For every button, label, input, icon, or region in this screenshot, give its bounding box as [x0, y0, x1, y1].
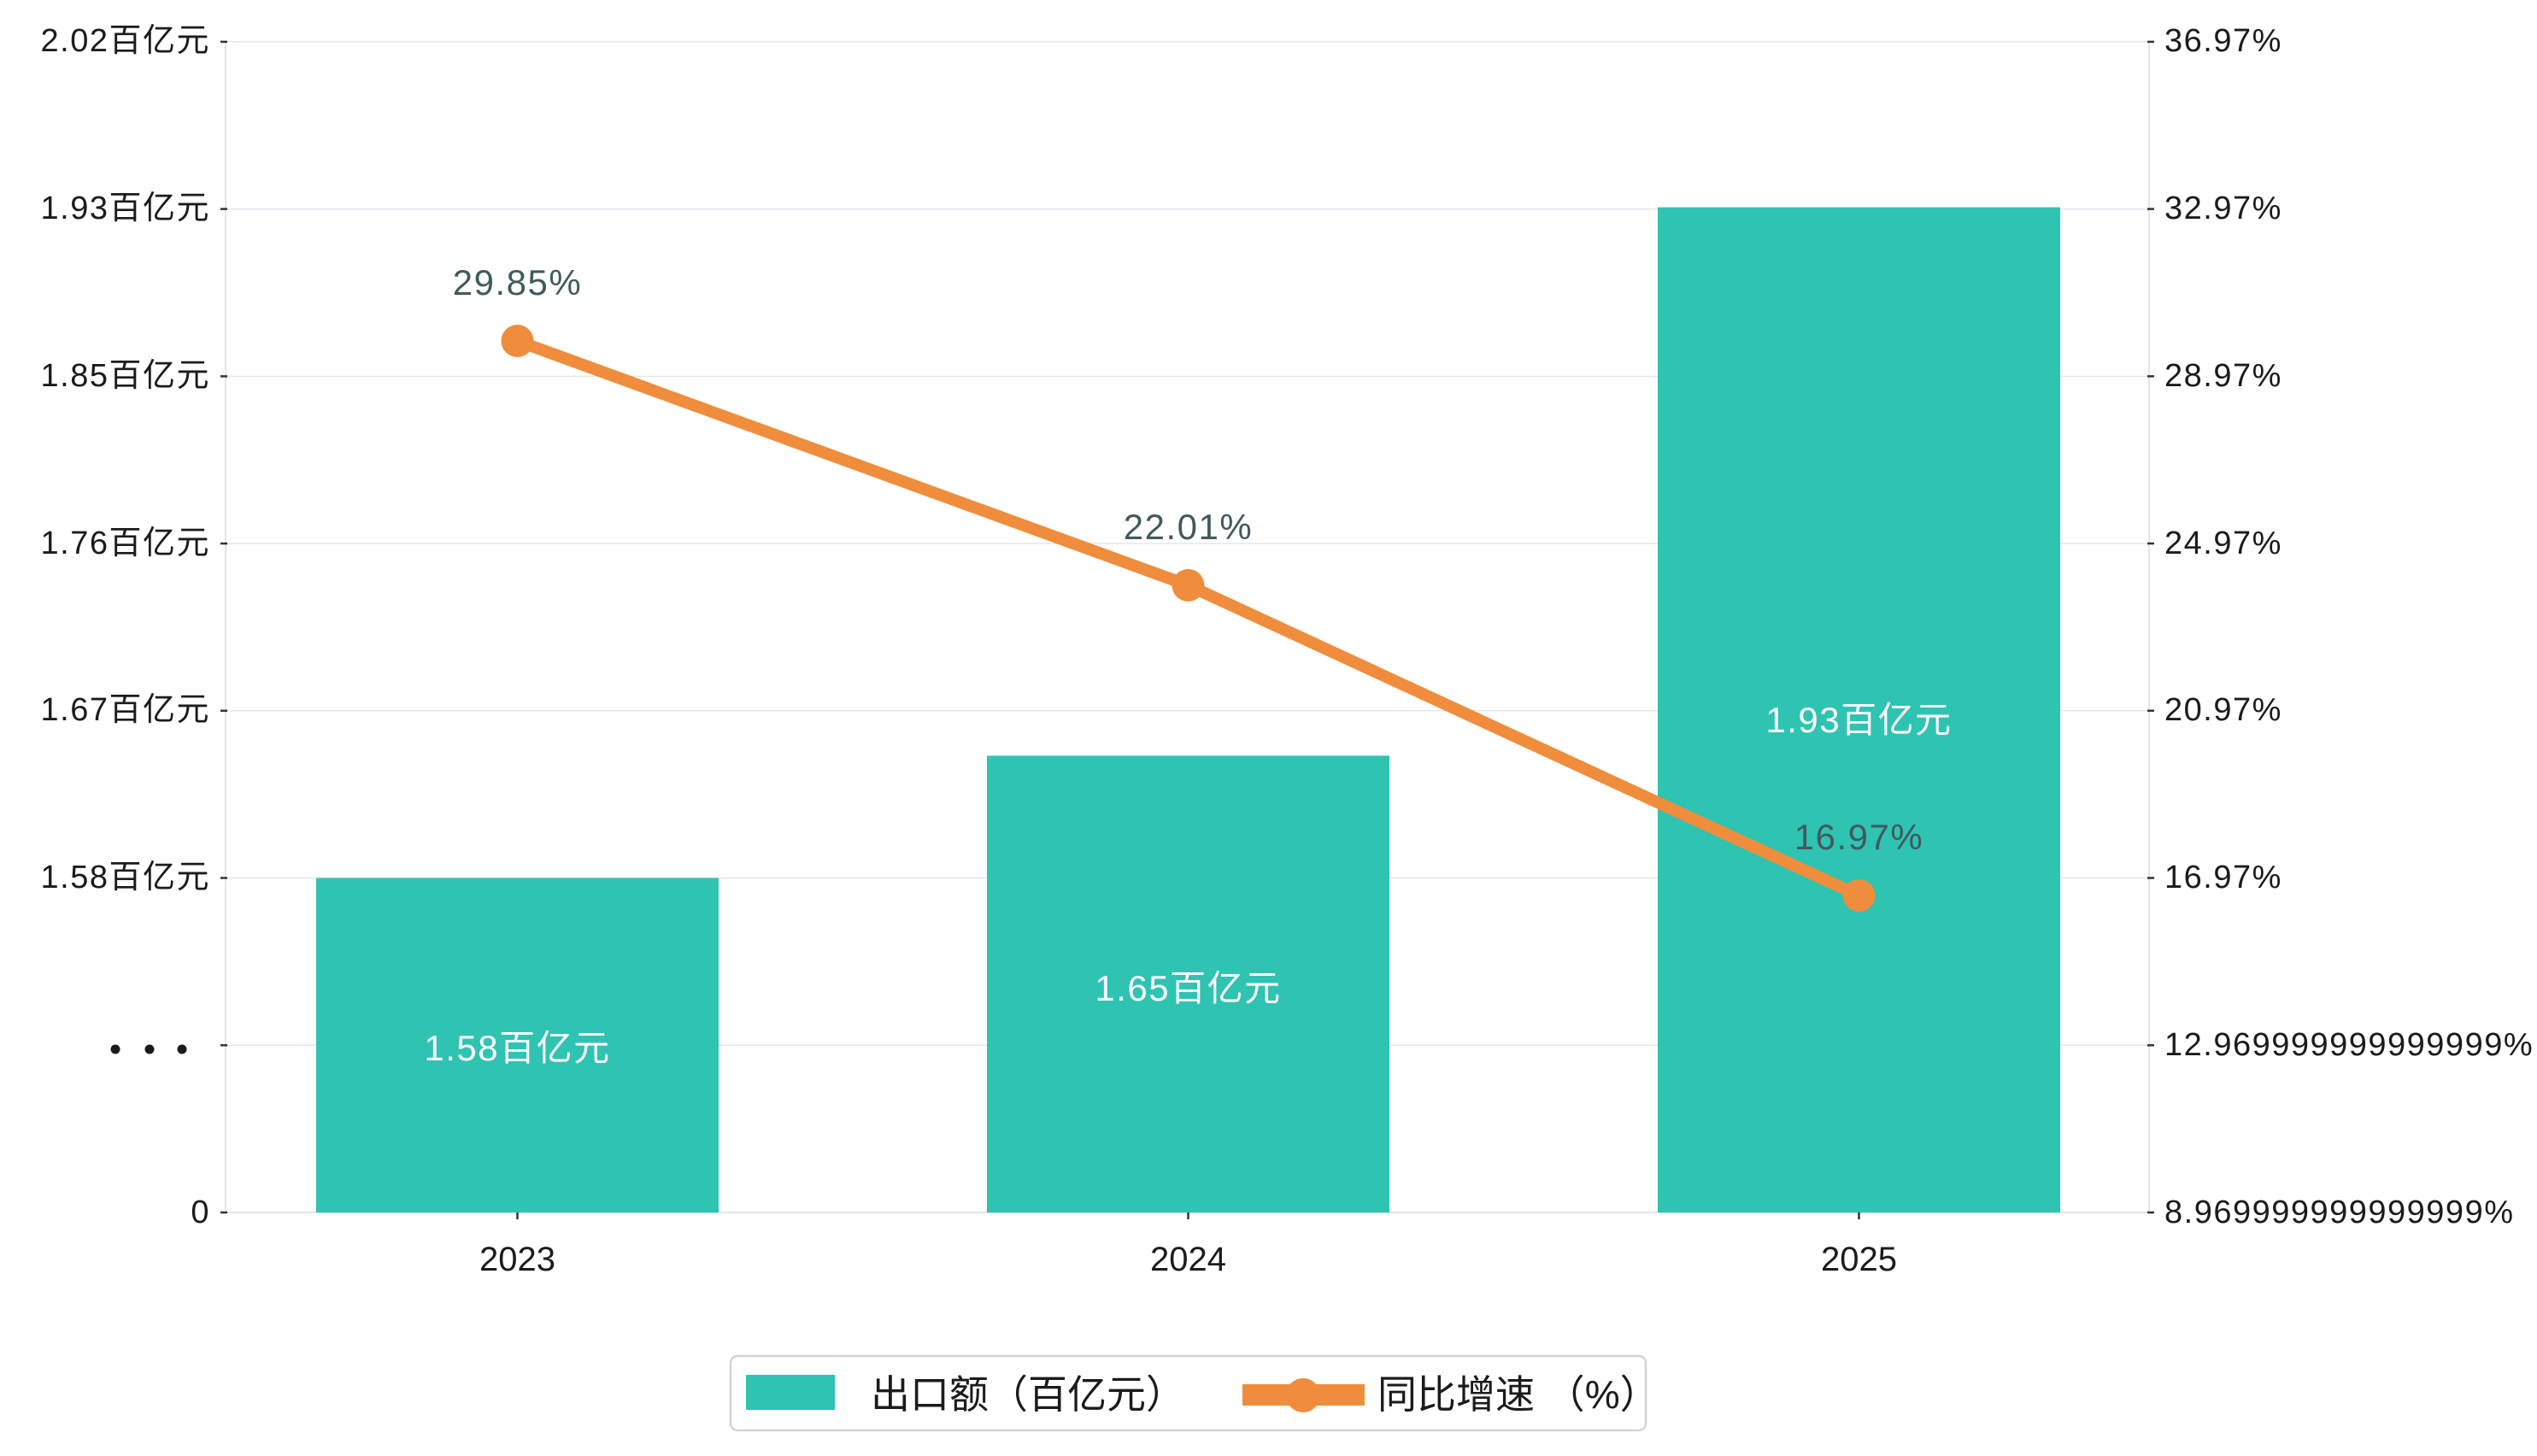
- svg-text:1.93百亿元: 1.93百亿元: [1765, 700, 1952, 740]
- svg-text:12.969999999999999%: 12.969999999999999%: [2164, 1027, 2534, 1063]
- svg-text:同比增速 （%）: 同比增速 （%）: [1377, 1372, 1659, 1417]
- svg-text:32.97%: 32.97%: [2164, 191, 2282, 226]
- svg-text:1.58百亿元: 1.58百亿元: [41, 860, 210, 895]
- svg-text:1.85百亿元: 1.85百亿元: [41, 358, 210, 394]
- svg-text:1.65百亿元: 1.65百亿元: [1095, 968, 1281, 1008]
- svg-text:16.97%: 16.97%: [2164, 860, 2282, 895]
- svg-text:1.76百亿元: 1.76百亿元: [41, 525, 210, 561]
- svg-text:2023: 2023: [479, 1241, 555, 1278]
- svg-text:1.93百亿元: 1.93百亿元: [41, 191, 210, 226]
- svg-text:2025: 2025: [1821, 1241, 1897, 1278]
- svg-text:2.02百亿元: 2.02百亿元: [41, 23, 210, 59]
- svg-text:8.969999999999999%: 8.969999999999999%: [2164, 1195, 2515, 1230]
- svg-text:1.67百亿元: 1.67百亿元: [41, 692, 210, 728]
- svg-text:29.85%: 29.85%: [453, 262, 582, 302]
- svg-text:36.97%: 36.97%: [2164, 23, 2282, 59]
- svg-text:出口额（百亿元）: 出口额（百亿元）: [871, 1372, 1185, 1417]
- svg-text:20.97%: 20.97%: [2164, 692, 2282, 728]
- svg-text:22.01%: 22.01%: [1124, 507, 1253, 547]
- svg-text:0: 0: [191, 1195, 210, 1230]
- svg-text:1.58百亿元: 1.58百亿元: [424, 1028, 610, 1068]
- svg-text:2024: 2024: [1150, 1241, 1226, 1278]
- svg-text:16.97%: 16.97%: [1794, 817, 1923, 857]
- svg-text:28.97%: 28.97%: [2164, 358, 2282, 394]
- svg-text:24.97%: 24.97%: [2164, 525, 2282, 561]
